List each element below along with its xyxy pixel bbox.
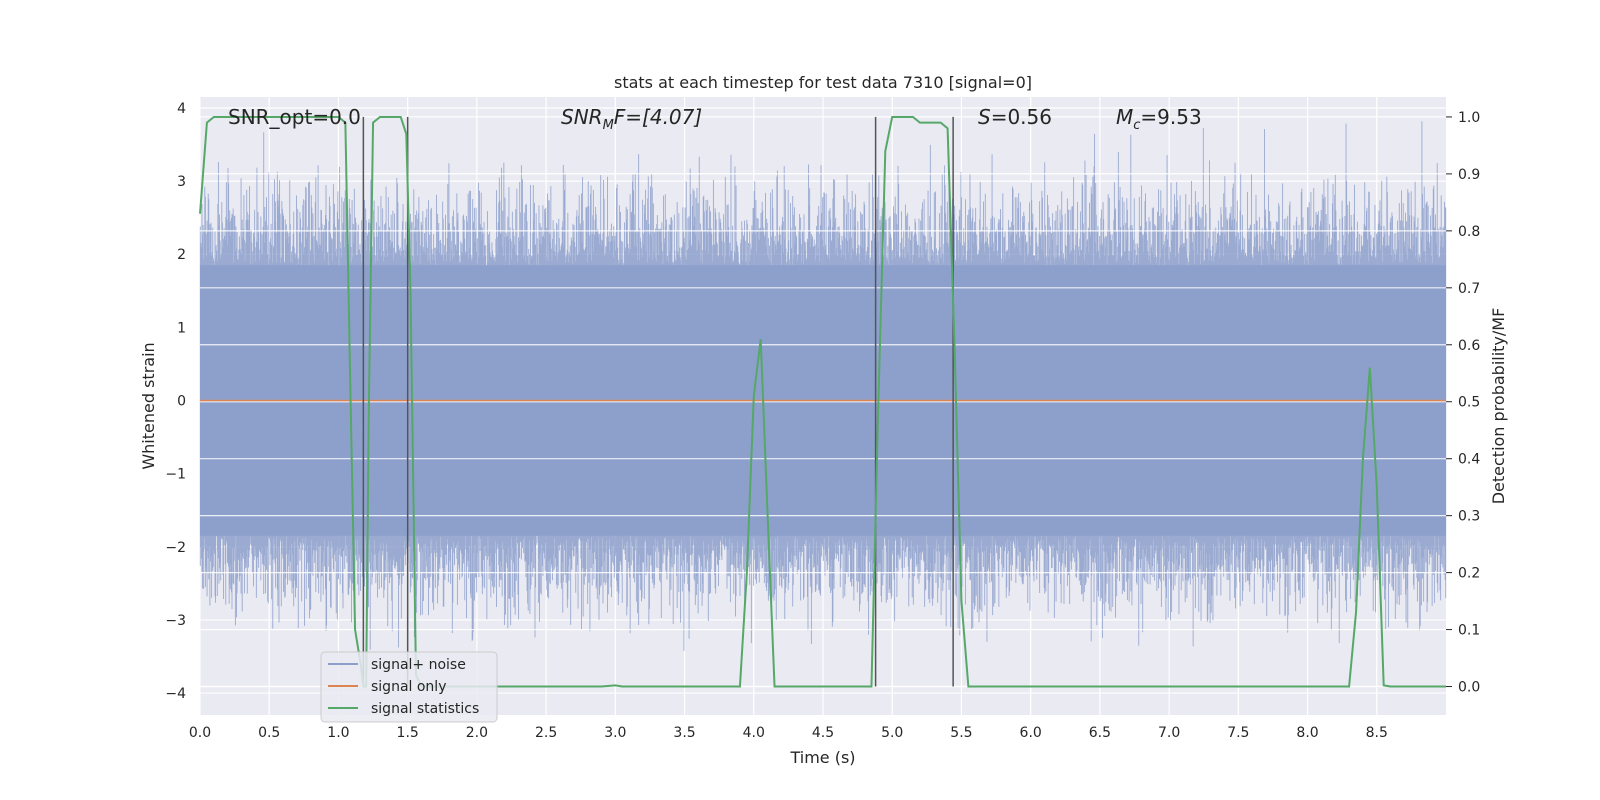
y-right-tick-label: 0.6 xyxy=(1458,338,1480,354)
x-tick-label: 8.5 xyxy=(1366,725,1388,741)
y-left-tick-label: −3 xyxy=(165,613,186,629)
y-right-tick-label: 0.9 xyxy=(1458,167,1480,183)
signal-statistics-line xyxy=(199,115,1446,688)
legend-box xyxy=(320,651,498,723)
x-tick-label: 3.0 xyxy=(604,725,626,741)
x-tick-label: 6.0 xyxy=(1020,725,1042,741)
annotation-mc: Mc=9.53 xyxy=(1116,105,1202,133)
x-tick-label: 7.0 xyxy=(1158,725,1180,741)
x-tick-label: 1.0 xyxy=(327,725,349,741)
legend: signal+ noise signal only signal statist… xyxy=(320,651,498,723)
x-tick-label: 5.0 xyxy=(881,725,903,741)
y-right-tick-label: 0.1 xyxy=(1458,623,1480,639)
y-left-tick-label: 1 xyxy=(177,320,186,336)
annotation-snr-opt: SNR_opt=0.0 xyxy=(228,105,361,129)
x-tick-label: 5.5 xyxy=(950,725,972,741)
annotation-mc-tail: =9.53 xyxy=(1140,105,1201,129)
y-left-tick-label: −2 xyxy=(165,540,186,556)
annotation-snr-mf: SNRMF=[4.07] xyxy=(561,105,702,133)
y-right-tick-label: 1.0 xyxy=(1458,110,1480,126)
x-tick-label: 1.5 xyxy=(397,725,419,741)
y-left-tick-label: 3 xyxy=(177,174,186,190)
data-series xyxy=(199,115,1446,688)
legend-label-statistics: signal statistics xyxy=(371,701,479,717)
x-tick-label: 2.0 xyxy=(466,725,488,741)
x-tick-label: 3.5 xyxy=(673,725,695,741)
x-tick-label: 2.5 xyxy=(535,725,557,741)
x-tick-label: 4.0 xyxy=(743,725,765,741)
y-right-tick-label: 0.8 xyxy=(1458,224,1480,240)
y-left-tick-label: 4 xyxy=(177,101,186,117)
y-left-tick-label: −4 xyxy=(165,686,186,702)
y-right-tick-label: 0.7 xyxy=(1458,281,1480,297)
annotation-s: S=0.56 xyxy=(978,105,1052,129)
annotation-snr-mf-main: SNR xyxy=(561,105,603,129)
y-right-tick-label: 0.4 xyxy=(1458,452,1480,468)
x-tick-label: 0.5 xyxy=(258,725,280,741)
legend-label-noise: signal+ noise xyxy=(371,657,466,673)
legend-label-signal-only: signal only xyxy=(371,679,446,695)
annotation-s-tail: =0.56 xyxy=(991,105,1052,129)
y-right-tick-label: 0.5 xyxy=(1458,395,1480,411)
annotation-snr-mf-sub: M xyxy=(603,118,614,133)
x-axis-label: Time (s) xyxy=(789,748,855,767)
y-axis-right-label: Detection probability/MF xyxy=(1489,308,1508,505)
y-right-tick-label: 0.2 xyxy=(1458,566,1480,582)
y-left-tick-label: 0 xyxy=(177,394,186,410)
x-tick-label: 8.0 xyxy=(1296,725,1318,741)
chart-title: stats at each timestep for test data 731… xyxy=(614,73,1032,92)
annotation-snr-mf-tail: F=[4.07] xyxy=(614,105,702,129)
annotation-mc-sub: c xyxy=(1133,118,1140,133)
x-tick-label: 4.5 xyxy=(812,725,834,741)
y-right-tick-label: 0.0 xyxy=(1458,680,1480,696)
tick-labels: 0.0 0.5 1.0 1.5 2.0 2.5 3.0 3.5 4.0 4.5 5.0 5.5 6.0 6… xyxy=(165,101,1480,741)
annotation-mc-main: M xyxy=(1116,105,1133,129)
x-tick-label: 6.5 xyxy=(1089,725,1111,741)
y-axis-left-label: Whitened strain xyxy=(139,342,158,469)
x-tick-label: 0.0 xyxy=(189,725,211,741)
x-tick-label: 7.5 xyxy=(1227,725,1249,741)
y-left-tick-label: −1 xyxy=(165,467,186,483)
y-left-tick-label: 2 xyxy=(177,247,186,263)
annotation-s-main: S xyxy=(978,105,991,129)
y-right-tick-label: 0.3 xyxy=(1458,509,1480,525)
